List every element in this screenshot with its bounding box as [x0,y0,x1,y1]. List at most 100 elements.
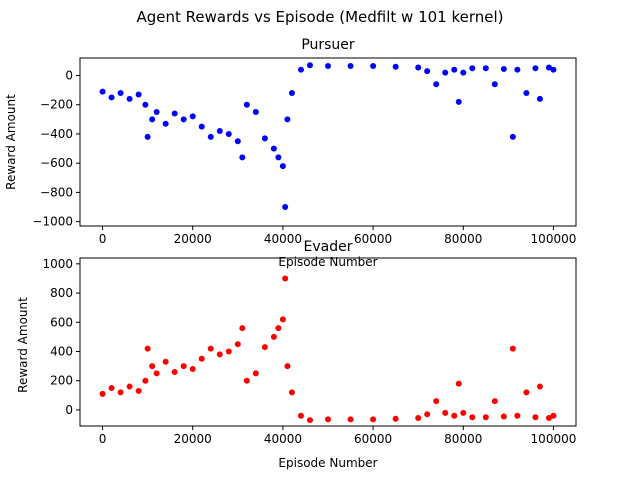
pursuer-data-point [189,113,196,120]
pursuer-data-point [550,66,557,73]
pursuer-data-point [279,163,286,170]
evader-data-point [288,389,295,396]
evader-data-point [225,348,232,355]
evader-data-point [117,389,124,396]
evader-data-point [284,363,291,370]
pursuer-x-tick-label: 100000 [531,232,577,246]
pursuer-data-point [469,65,476,72]
evader-x-tick-label: 40000 [264,432,302,446]
pursuer-data-point [198,123,205,130]
evader-y-tick-label: 1000 [42,257,73,271]
pursuer-data-point [545,64,552,71]
pursuer-data-point [207,133,214,140]
evader-data-point [509,345,516,352]
pursuer-y-ticks: −1000 −800 −600 −400 −200 0 [32,69,80,229]
pursuer-x-tick-label: 0 [99,232,107,246]
pursuer-data-point [442,69,449,76]
evader-data-point [180,363,187,370]
evader-y-tick-label: 400 [50,344,73,358]
figure-suptitle: Agent Rewards vs Episode (Medfilt w 101 … [136,8,503,26]
pursuer-data-point [460,69,467,76]
pursuer-data-point [536,95,543,102]
evader-data-point [460,409,467,416]
pursuer-ylabel: Reward Amount [4,94,18,190]
evader-x-tick-label: 80000 [444,432,482,446]
evader-axes-frame [79,257,577,427]
evader-data-point [149,363,156,370]
evader-data-point [532,414,539,421]
evader-data-point [279,316,286,323]
evader-data-point [491,398,498,405]
evader-data-point [153,370,160,377]
evader-data-point [252,370,259,377]
evader-data-point [126,383,133,390]
pursuer-data-point [234,138,241,145]
evader-data-point [433,398,440,405]
evader-data-point [216,351,223,358]
pursuer-x-tick-label: 20000 [174,232,212,246]
pursuer-data-point [153,109,160,116]
evader-y-tick-label: 0 [65,403,73,417]
evader-x-tick-label: 100000 [531,432,577,446]
evader-data-point [144,345,151,352]
evader-data-point [514,412,521,419]
pursuer-data-point [239,154,246,161]
evader-data-point [545,414,552,421]
pursuer-data-point [451,66,458,73]
pursuer-data-point [297,66,304,73]
pursuer-data-point [261,135,268,142]
evader-data-point [108,385,115,392]
evader-x-tick-label: 60000 [354,432,392,446]
evader-data-point [270,333,277,340]
pursuer-data-point [275,154,282,161]
evader-data-point [306,417,313,424]
evader-data-point [500,413,507,420]
evader-data-point [347,416,354,423]
pursuer-title: Pursuer [301,37,355,53]
pursuer-data-point [180,116,187,123]
pursuer-x-tick-label: 60000 [354,232,392,246]
evader-x-tick-label: 20000 [174,432,212,446]
pursuer-data-point [500,65,507,72]
pursuer-xlabel: Episode Number [278,255,377,269]
evader-data-point [370,416,377,423]
pursuer-data-point [288,90,295,97]
pursuer-y-tick-label: −200 [40,98,73,112]
pursuer-data-point [392,63,399,70]
evader-data-point [261,344,268,351]
pursuer-x-tick-label: 40000 [264,232,302,246]
pursuer-data-point [455,98,462,105]
pursuer-data-point [126,95,133,102]
pursuer-data-point [142,101,149,108]
pursuer-data-point [149,116,156,123]
evader-panel: Evader 0 20000 40000 60000 80000 100000 0 200 4… [16,239,577,470]
pursuer-data-point [135,91,142,98]
evader-y-ticks: 0 200 400 600 800 1000 [42,257,80,417]
evader-data-point [392,415,399,422]
evader-data-point [455,380,462,387]
evader-data-point [415,414,422,421]
evader-data-point [142,377,149,384]
pursuer-data-point [284,116,291,123]
pursuer-data-point [325,63,331,70]
evader-y-tick-label: 200 [50,374,73,388]
pursuer-data-point [270,145,277,152]
pursuer-y-tick-label: 0 [65,69,73,83]
evader-data-point [469,414,476,421]
pursuer-data-point [532,65,539,72]
evader-data-point [162,358,169,365]
pursuer-data-point [306,62,313,69]
pursuer-data-point [424,68,431,75]
pursuer-data-point [171,110,178,117]
pursuer-data-point [99,88,106,95]
pursuer-plot-area [99,62,557,211]
evader-plot-area [99,275,557,424]
pursuer-data-point [216,128,223,135]
pursuer-axes-frame [79,57,577,227]
pursuer-y-tick-label: −400 [40,127,73,141]
evader-title: Evader [304,239,353,255]
pursuer-data-point [108,94,115,101]
evader-data-point [442,409,449,416]
pursuer-data-point [415,64,422,71]
